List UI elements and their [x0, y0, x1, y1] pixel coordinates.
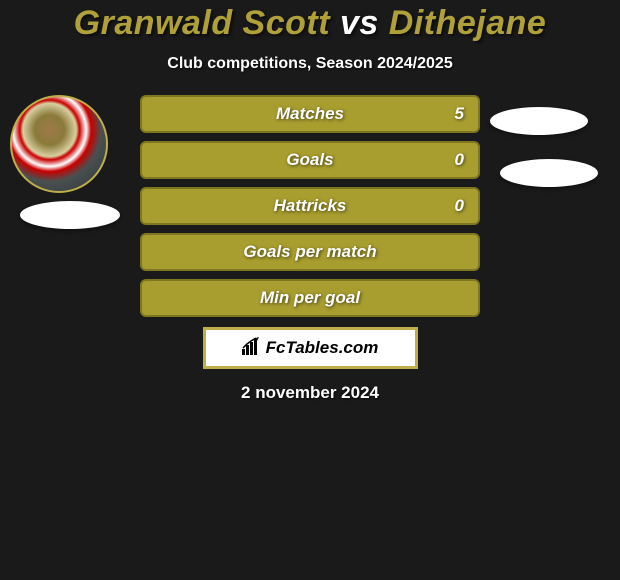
stat-bar-goals: Goals 0: [140, 141, 480, 179]
player-a-name: Granwald Scott: [74, 4, 330, 42]
vs-text: vs: [340, 4, 379, 42]
date-text: 2 november 2024: [0, 383, 620, 403]
chart-icon: [242, 337, 262, 360]
right-stat-bubble-1: [490, 107, 588, 135]
player-b-name: Dithejane: [389, 4, 547, 42]
player-avatar: [10, 95, 108, 193]
stat-bar-hattricks: Hattricks 0: [140, 187, 480, 225]
stat-bar-min-per-goal: Min per goal: [140, 279, 480, 317]
stat-value: 5: [455, 104, 464, 124]
stat-bar-matches: Matches 5: [140, 95, 480, 133]
brand-text: FcTables.com: [266, 338, 379, 358]
stat-label: Goals per match: [243, 242, 376, 262]
stat-value: 0: [455, 196, 464, 216]
comparison-card: Granwald Scott vs Dithejane Club competi…: [0, 0, 620, 580]
right-stat-bubble-2: [500, 159, 598, 187]
stat-label: Min per goal: [260, 288, 360, 308]
stat-value: 0: [455, 150, 464, 170]
brand-box[interactable]: FcTables.com: [203, 327, 418, 369]
stat-bars: Matches 5 Goals 0 Hattricks 0 Goals per …: [140, 95, 480, 317]
stat-label: Goals: [286, 150, 333, 170]
stat-label: Matches: [276, 104, 344, 124]
stat-block: Matches 5 Goals 0 Hattricks 0 Goals per …: [0, 95, 620, 403]
subtitle: Club competitions, Season 2024/2025: [0, 55, 620, 73]
stat-label: Hattricks: [274, 196, 347, 216]
page-title: Granwald Scott vs Dithejane: [0, 4, 620, 43]
left-stat-bubble: [20, 201, 120, 229]
stat-bar-goals-per-match: Goals per match: [140, 233, 480, 271]
